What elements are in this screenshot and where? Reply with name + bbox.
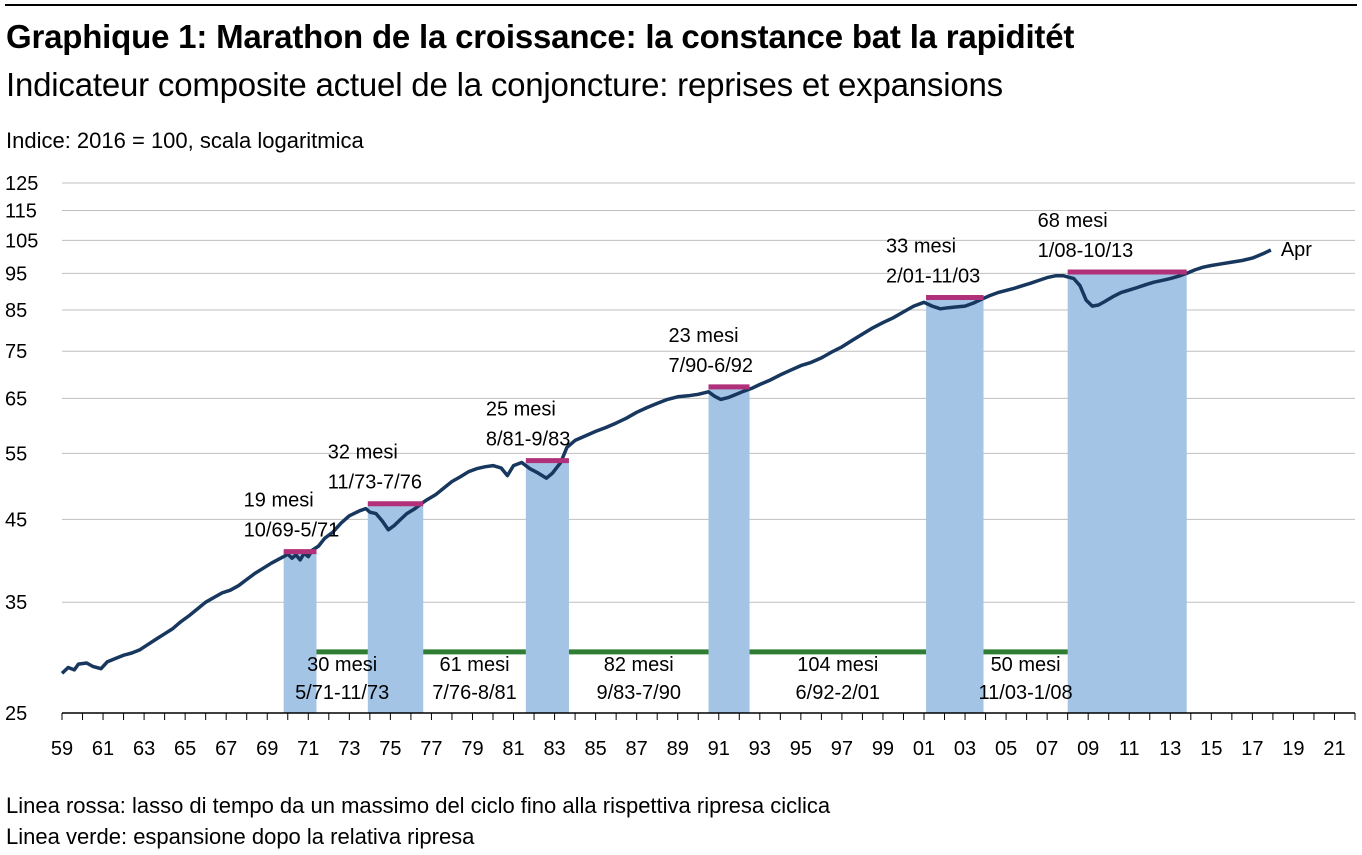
recession-bar bbox=[1067, 271, 1187, 713]
recession-bar bbox=[283, 551, 317, 713]
x-tick-label: 89 bbox=[667, 738, 689, 760]
y-tick-label: 45 bbox=[5, 509, 27, 531]
x-tick-label: 71 bbox=[297, 738, 319, 760]
x-tick-label: 05 bbox=[995, 738, 1017, 760]
recession-period-label: 1/08-10/13 bbox=[1038, 240, 1134, 262]
y-tick-label: 105 bbox=[5, 230, 38, 252]
x-tick-label: 97 bbox=[831, 738, 853, 760]
expansion-period-label: 9/83-7/90 bbox=[596, 682, 681, 704]
recession-bar bbox=[367, 503, 424, 713]
note-green-line: Linea verde: espansione dopo la relativa… bbox=[6, 824, 475, 849]
recession-bar bbox=[525, 460, 569, 713]
y-tick-label: 65 bbox=[5, 388, 27, 410]
recession-months-label: 23 mesi bbox=[669, 325, 739, 347]
y-tick-label: 75 bbox=[5, 341, 27, 363]
expansion-months-label: 30 mesi bbox=[307, 654, 377, 676]
x-tick-label: 69 bbox=[256, 738, 278, 760]
expansion-period-label: 6/92-2/01 bbox=[796, 682, 881, 704]
x-tick-label: 19 bbox=[1282, 738, 1304, 760]
x-tick-label: 59 bbox=[51, 738, 73, 760]
x-tick-label: 65 bbox=[174, 738, 196, 760]
y-tick-label: 25 bbox=[5, 703, 27, 725]
recession-period-label: 2/01-11/03 bbox=[886, 265, 980, 287]
expansion-months-label: 82 mesi bbox=[604, 654, 674, 676]
x-tick-label: 75 bbox=[379, 738, 401, 760]
x-tick-label: 63 bbox=[133, 738, 155, 760]
recession-period-label: 8/81-9/83 bbox=[486, 429, 571, 451]
recession-months-label: 33 mesi bbox=[886, 235, 956, 257]
x-tick-label: 91 bbox=[708, 738, 730, 760]
x-tick-label: 07 bbox=[1036, 738, 1058, 760]
recession-period-label: 11/73-7/76 bbox=[328, 472, 422, 494]
expansion-months-label: 61 mesi bbox=[440, 654, 510, 676]
recession-months-label: 68 mesi bbox=[1038, 210, 1108, 232]
x-tick-label: 95 bbox=[790, 738, 812, 760]
recession-months-label: 32 mesi bbox=[328, 442, 398, 464]
series-line bbox=[60, 248, 1272, 675]
x-tick-label: 99 bbox=[872, 738, 894, 760]
y-axis-unit-label: Indice: 2016 = 100, scala logaritmica bbox=[6, 128, 364, 153]
recession-bar bbox=[708, 386, 750, 713]
expansion-period-label: 7/76-8/81 bbox=[432, 682, 517, 704]
line-chart: 25 35 45 55 65 75 85 95 105 115 125 59 61 63 65 67 69 71 7… bbox=[5, 173, 1356, 760]
x-tick-label: 87 bbox=[626, 738, 648, 760]
y-tick-label: 125 bbox=[5, 173, 38, 195]
recession-months-label: 25 mesi bbox=[486, 399, 556, 421]
x-tick-label: 13 bbox=[1159, 738, 1181, 760]
recession-period-label: 10/69-5/71 bbox=[244, 520, 340, 542]
expansion-period-label: 11/03-1/08 bbox=[979, 682, 1073, 704]
x-tick-label: 15 bbox=[1200, 738, 1222, 760]
chart-notes: Linea rossa: lasso di tempo da un massim… bbox=[6, 790, 830, 852]
x-tick-label: 09 bbox=[1077, 738, 1099, 760]
y-tick-label: 85 bbox=[5, 300, 27, 322]
x-tick-label: 83 bbox=[543, 738, 565, 760]
note-red-line: Linea rossa: lasso di tempo da un massim… bbox=[6, 793, 831, 818]
recession-period-label: 7/90-6/92 bbox=[669, 355, 754, 377]
chart-title: Graphique 1: Marathon de la croissance: … bbox=[6, 18, 1075, 55]
series-end-label: Apr bbox=[1281, 239, 1312, 261]
expansion-months-label: 50 mesi bbox=[991, 654, 1061, 676]
top-rule bbox=[5, 4, 1357, 6]
x-tick-label: 73 bbox=[338, 738, 360, 760]
expansion-months-label: 104 mesi bbox=[797, 654, 878, 676]
x-tick-label: 61 bbox=[92, 738, 114, 760]
x-tick-label: 93 bbox=[749, 738, 771, 760]
y-tick-label: 55 bbox=[5, 443, 27, 465]
recession-months-label: 19 mesi bbox=[244, 490, 314, 512]
x-tick-label: 79 bbox=[461, 738, 483, 760]
x-tick-label: 67 bbox=[215, 738, 237, 760]
y-tick-label: 95 bbox=[5, 263, 27, 285]
x-tick-label: 01 bbox=[913, 738, 935, 760]
x-tick-label: 17 bbox=[1241, 738, 1263, 760]
x-tick-label: 77 bbox=[420, 738, 442, 760]
x-tick-label: 81 bbox=[502, 738, 524, 760]
expansion-period-label: 5/71-11/73 bbox=[295, 682, 389, 704]
chart-subtitle: Indicateur composite actuel de la conjon… bbox=[6, 66, 1003, 103]
x-tick-label: 21 bbox=[1323, 738, 1345, 760]
x-tick-label: 03 bbox=[954, 738, 976, 760]
y-tick-label: 115 bbox=[5, 200, 37, 222]
x-tick-label: 11 bbox=[1119, 738, 1140, 760]
y-tick-label: 35 bbox=[5, 592, 27, 614]
x-tick-label: 85 bbox=[584, 738, 606, 760]
recession-bar bbox=[926, 297, 984, 713]
